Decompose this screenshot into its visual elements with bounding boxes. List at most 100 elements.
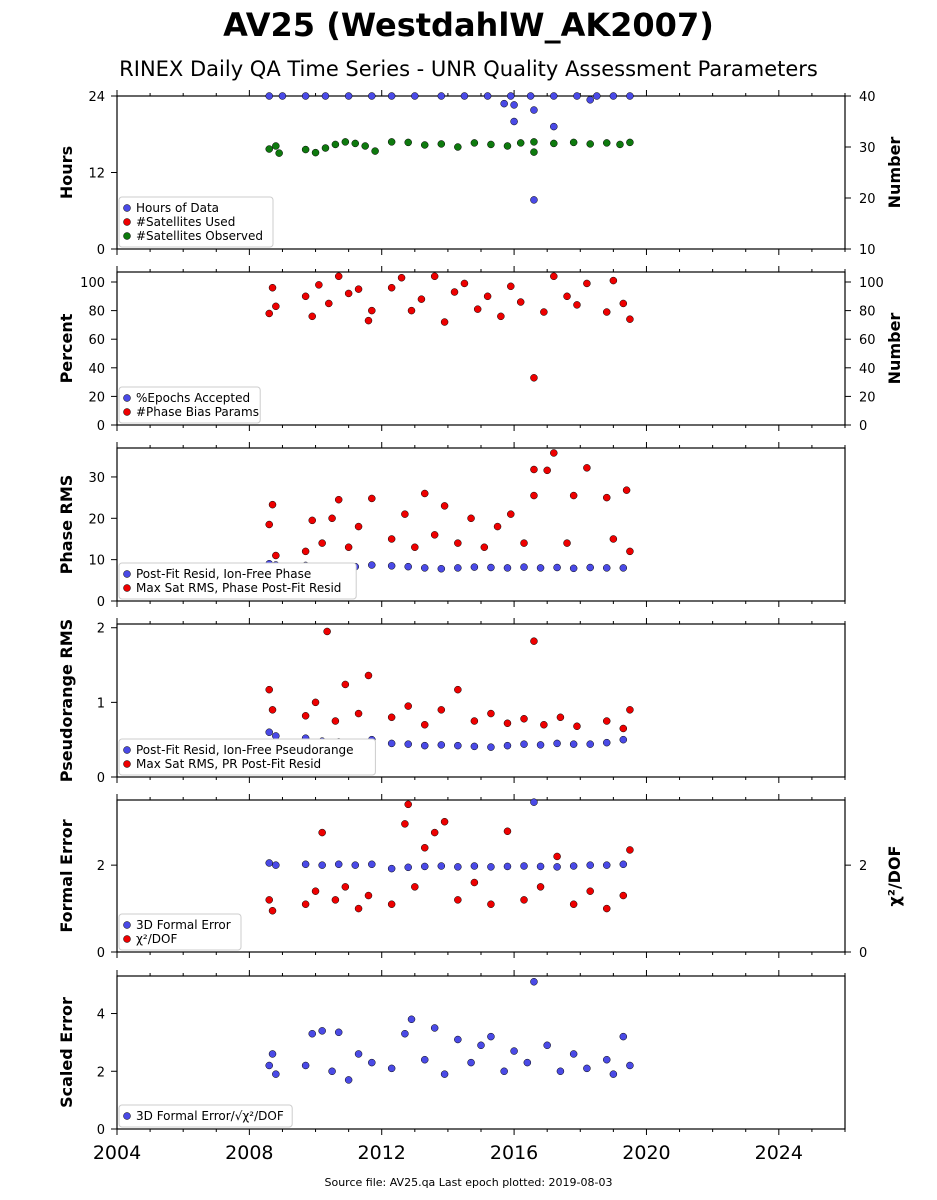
data-point-green <box>437 140 446 148</box>
data-point-blue <box>553 863 561 871</box>
data-point-red <box>397 273 406 282</box>
data-point-blue <box>387 864 396 873</box>
data-point-red <box>430 272 439 281</box>
y2-axis-label: χ²/DOF <box>885 846 904 907</box>
data-point-blue <box>619 735 628 744</box>
legend-box <box>118 196 274 248</box>
page-title: AV25 (WestdahlW_AK2007) <box>223 6 714 44</box>
data-point-red <box>563 539 571 547</box>
data-point-red <box>573 722 581 730</box>
data-point-blue <box>368 860 376 869</box>
data-point-blue <box>602 738 611 747</box>
data-point-red <box>308 312 316 321</box>
y-axis-label: Hours <box>57 146 76 199</box>
data-point-red <box>536 883 545 891</box>
data-point-blue <box>583 1064 591 1073</box>
data-point-blue <box>265 728 273 736</box>
data-point-red <box>454 896 462 904</box>
legend-marker <box>123 935 131 943</box>
legend-marker <box>123 746 131 754</box>
data-point-blue <box>593 92 601 100</box>
data-point-red <box>411 543 419 551</box>
data-point-blue <box>487 863 495 871</box>
y-tick-label: 20 <box>88 512 105 527</box>
data-point-blue <box>407 1015 416 1024</box>
data-point-red <box>301 292 310 301</box>
data-point-blue <box>536 862 545 871</box>
y2-tick-label: 100 <box>859 276 884 291</box>
legend-marker <box>123 570 131 578</box>
data-point-blue <box>420 862 429 871</box>
data-point-green <box>351 139 360 148</box>
y2-tick-label: 20 <box>859 192 876 207</box>
data-point-blue <box>530 196 538 204</box>
data-point-blue <box>530 798 538 806</box>
data-point-red <box>626 315 634 323</box>
x-tick-label: 2004 <box>93 1142 141 1164</box>
data-point-blue <box>470 563 479 571</box>
data-point-blue <box>437 564 446 573</box>
y-axis-label: Scaled Error <box>57 997 76 1108</box>
data-point-red <box>268 500 277 509</box>
data-point-blue <box>602 564 611 572</box>
data-point-blue <box>619 564 628 572</box>
legend-label: %Epochs Accepted <box>136 391 250 405</box>
data-point-red <box>387 900 396 908</box>
data-point-red <box>454 685 462 694</box>
data-point-red <box>583 279 591 288</box>
y-tick-label: 0 <box>97 1123 105 1138</box>
data-point-red <box>272 551 280 560</box>
data-point-red <box>619 891 628 900</box>
data-point-blue <box>503 564 512 572</box>
data-point-blue <box>368 1058 376 1067</box>
data-point-blue <box>265 92 273 100</box>
data-point-blue <box>334 860 343 869</box>
data-point-blue <box>321 92 330 100</box>
data-point-blue <box>530 106 538 114</box>
data-point-blue <box>569 862 578 870</box>
data-point-blue <box>536 741 545 749</box>
data-point-blue <box>507 92 515 100</box>
data-point-green <box>454 143 462 151</box>
data-point-blue <box>477 1041 485 1050</box>
data-point-blue <box>420 741 429 750</box>
y2-axis-label: Number <box>885 137 904 209</box>
data-point-blue <box>430 1024 439 1032</box>
data-point-red <box>341 883 350 891</box>
data-point-blue <box>556 1067 565 1076</box>
data-point-green <box>341 138 350 146</box>
data-point-blue <box>301 860 310 869</box>
data-point-blue <box>586 740 594 748</box>
y-tick-label: 2 <box>97 622 105 637</box>
data-point-red <box>569 900 578 908</box>
data-point-blue <box>520 862 528 870</box>
data-point-red <box>407 306 416 315</box>
data-point-blue <box>437 92 446 100</box>
legend-marker <box>123 760 131 768</box>
data-point-red <box>301 712 310 720</box>
data-point-red <box>556 713 565 722</box>
data-point-red <box>602 904 611 913</box>
data-point-red <box>619 724 628 733</box>
data-point-blue <box>420 564 429 572</box>
y2-tick-label: 60 <box>859 333 876 348</box>
data-point-blue <box>440 1070 449 1078</box>
data-point-blue <box>344 1076 353 1084</box>
data-point-red <box>583 464 591 472</box>
data-point-green <box>272 142 280 150</box>
data-point-green <box>265 145 273 153</box>
data-point-blue <box>301 1061 310 1070</box>
y-tick-label: 0 <box>97 946 105 961</box>
data-point-red <box>404 702 412 710</box>
data-point-red <box>569 491 578 500</box>
data-point-red <box>331 896 340 904</box>
y2-tick-label: 0 <box>859 946 867 961</box>
data-point-red <box>344 543 353 551</box>
data-point-blue <box>520 740 528 748</box>
y2-tick-label: 30 <box>859 141 876 156</box>
y-tick-label: 100 <box>80 276 105 291</box>
data-point-blue <box>328 1067 336 1076</box>
